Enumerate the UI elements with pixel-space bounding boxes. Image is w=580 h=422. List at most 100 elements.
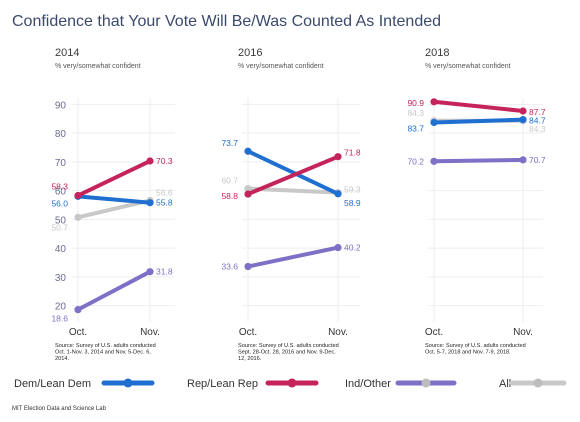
legend-item-ind: Ind/Other bbox=[345, 378, 457, 390]
series-point-rep bbox=[519, 107, 527, 115]
series-line-rep bbox=[76, 159, 152, 198]
series-dem bbox=[430, 116, 527, 127]
chart-panels: 2014 % very/somewhat confident 20 30 40 50 60 7… bbox=[51, 47, 545, 362]
panel-source-note: Source: Survey of U.S. adults conducted bbox=[55, 343, 156, 349]
chart-panel-2016: 2016 % very/somewhat confident Oct. Nov. 73.… bbox=[221, 47, 360, 362]
panel-title: 2014 bbox=[55, 47, 79, 59]
data-label-rep: 70.3 bbox=[156, 156, 173, 166]
series-point-all bbox=[74, 213, 82, 221]
chart-title: Confidence that Your Vote Will Be/Was Co… bbox=[12, 13, 441, 30]
panel-subtitle: % very/somewhat confident bbox=[238, 63, 324, 70]
series-point-dem bbox=[519, 116, 527, 124]
series-rep bbox=[430, 98, 527, 115]
legend-item-all: All bbox=[499, 378, 567, 390]
panel-source-note: 12, 2016. bbox=[238, 356, 262, 362]
data-label-ind: 18.6 bbox=[51, 314, 68, 324]
series-rep bbox=[74, 157, 154, 200]
series-line-rep bbox=[432, 99, 525, 113]
panel-title: 2018 bbox=[425, 47, 449, 59]
data-label-rep: 71.8 bbox=[344, 148, 361, 158]
series-point-rep bbox=[74, 191, 82, 200]
series-point-ind bbox=[244, 262, 252, 271]
series-point-ind bbox=[430, 157, 438, 165]
chart-panel-2018: 2018 % very/somewhat confident Oct. Nov. 83.… bbox=[407, 47, 545, 356]
legend-label: All bbox=[499, 378, 511, 390]
chart-legend: Dem/Lean Dem Rep/Lean Rep Ind/Other All bbox=[14, 378, 567, 390]
series-line-dem bbox=[76, 194, 152, 205]
legend-swatch-marker bbox=[533, 378, 543, 388]
legend-swatch-marker bbox=[287, 378, 297, 388]
data-label-ind: 40.2 bbox=[344, 243, 361, 253]
series-point-ind bbox=[74, 306, 82, 314]
legend-swatch-marker bbox=[421, 378, 431, 388]
series-point-all bbox=[244, 185, 252, 193]
data-label-ind: 70.7 bbox=[529, 155, 546, 165]
series-point-ind bbox=[334, 243, 342, 252]
footer-credit: MIT Election Data and Science Lab bbox=[12, 406, 107, 412]
y-tick-label: 70 bbox=[55, 158, 67, 169]
y-tick-label: 40 bbox=[55, 244, 67, 255]
legend-label: Ind/Other bbox=[345, 378, 391, 390]
legend-swatch-marker bbox=[123, 378, 133, 388]
y-tick-label: 90 bbox=[55, 100, 67, 111]
series-line-dem bbox=[246, 149, 340, 196]
series-point-rep bbox=[430, 98, 438, 106]
data-label-ind: 33.6 bbox=[221, 262, 238, 272]
x-tick-label: Oct. bbox=[239, 327, 257, 338]
legend-item-dem: Dem/Lean Dem bbox=[14, 378, 155, 390]
y-tick-label: 20 bbox=[55, 302, 67, 313]
y-tick-label: 60 bbox=[55, 187, 67, 198]
panel-source-note: 2014. bbox=[55, 356, 69, 362]
series-point-ind bbox=[146, 268, 154, 276]
data-label-ind: 31.8 bbox=[156, 267, 173, 277]
data-label-all: 50.7 bbox=[51, 222, 68, 232]
data-label-dem: 73.7 bbox=[221, 138, 238, 148]
data-label-dem: 56.0 bbox=[51, 198, 68, 208]
series-point-dem bbox=[146, 199, 154, 207]
series-ind bbox=[430, 156, 527, 165]
data-label-dem: 83.7 bbox=[407, 123, 424, 133]
panel-source-note: Source: Survey of U.S. adults conducted bbox=[425, 343, 526, 349]
data-label-ind: 70.2 bbox=[407, 156, 424, 166]
x-tick-label: Nov. bbox=[513, 327, 533, 338]
panel-subtitle: % very/somewhat confident bbox=[55, 63, 141, 70]
y-tick-label: 80 bbox=[55, 129, 67, 140]
series-dem bbox=[244, 147, 342, 198]
series-rep bbox=[244, 153, 342, 198]
data-label-rep: 87.7 bbox=[529, 107, 546, 117]
series-point-ind bbox=[519, 156, 527, 164]
data-label-all: 84.3 bbox=[407, 108, 424, 118]
legend-label: Rep/Lean Rep bbox=[187, 378, 258, 390]
series-line-ind bbox=[246, 245, 340, 269]
panel-source-note: Sept. 28-Oct. 28, 2016 and Nov. 9-Dec. bbox=[238, 350, 336, 356]
data-label-dem: 55.8 bbox=[156, 198, 173, 208]
panel-title: 2016 bbox=[238, 47, 262, 59]
panel-source-note: Oct. 5-7, 2018 and Nov. 7-9, 2018. bbox=[425, 350, 511, 356]
series-point-rep bbox=[244, 190, 252, 198]
data-label-all: 60.7 bbox=[221, 176, 238, 186]
chart-panel-2014: 2014 % very/somewhat confident 20 30 40 50 60 7… bbox=[51, 47, 175, 362]
series-ind bbox=[74, 268, 154, 314]
x-tick-label: Nov. bbox=[140, 327, 160, 338]
legend-label: Dem/Lean Dem bbox=[14, 378, 91, 390]
panel-source-note: Oct. 1-Nov. 3, 2014 and Nov. 5-Dec. 6, bbox=[55, 350, 151, 356]
panel-subtitle: % very/somewhat confident bbox=[425, 63, 511, 70]
series-line-ind bbox=[76, 269, 152, 312]
legend-item-rep: Rep/Lean Rep bbox=[187, 378, 319, 390]
series-line-dem bbox=[432, 117, 525, 125]
data-label-dem: 58.9 bbox=[344, 198, 361, 208]
series-point-dem bbox=[430, 118, 438, 127]
x-tick-label: Oct. bbox=[425, 327, 443, 338]
series-line-rep bbox=[246, 154, 340, 197]
series-point-rep bbox=[146, 157, 154, 165]
data-label-dem: 84.7 bbox=[529, 116, 546, 126]
y-tick-label: 50 bbox=[55, 215, 67, 226]
series-line-ind bbox=[432, 157, 525, 164]
panel-source-note: Source: Survey of U.S. adults conducted bbox=[238, 343, 339, 349]
y-tick-label: 30 bbox=[55, 273, 67, 284]
data-label-rep: 58.8 bbox=[221, 191, 238, 201]
data-label-all: 84.3 bbox=[529, 124, 546, 134]
data-label-rep: 90.9 bbox=[407, 98, 424, 108]
data-label-all: 56.6 bbox=[156, 187, 173, 197]
data-label-rep: 58.3 bbox=[51, 182, 68, 192]
